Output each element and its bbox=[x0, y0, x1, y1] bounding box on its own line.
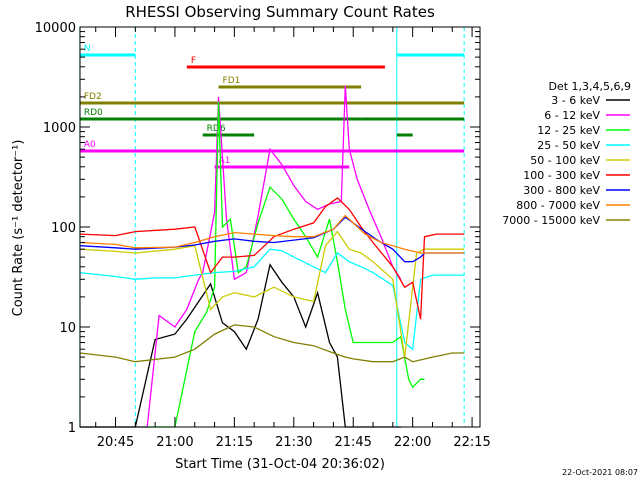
legend: 3 - 6 keV 6 - 12 keV 12 - 25 keV 25 - 50 ke… bbox=[502, 94, 630, 227]
y-tick-label-1: 10 bbox=[59, 321, 76, 336]
axes: 1 10 100 1000 10000 20:45 21:00 21:15 21:30 21:45… bbox=[35, 21, 491, 450]
flag-label-rd0: RD0 bbox=[84, 108, 103, 118]
flag-label-a0: A0 bbox=[84, 140, 96, 150]
flag-label-a1: A1 bbox=[219, 156, 231, 166]
x-tick-label-5: 22:00 bbox=[394, 435, 431, 450]
y-axis-label: Count Rate (s⁻¹ detector⁻¹) bbox=[11, 140, 26, 317]
legend-label-0: 3 - 6 keV bbox=[551, 94, 600, 107]
y-tick-label-3: 1000 bbox=[43, 121, 76, 136]
y-tick-label-4: 10000 bbox=[35, 21, 76, 36]
x-tick-label-2: 21:15 bbox=[216, 435, 253, 450]
series-line-1 bbox=[79, 85, 402, 428]
plot-area: N F FD1 FD2 RD0 RD6 A0 A1 bbox=[79, 27, 465, 428]
legend-title: Det 1,3,4,5,6,9 bbox=[548, 80, 631, 93]
y-tick-label-0: 1 bbox=[68, 421, 76, 436]
legend-label-8: 7000 - 15000 keV bbox=[502, 214, 600, 227]
legend-label-2: 12 - 25 keV bbox=[537, 124, 600, 137]
flag-label-fd2: FD2 bbox=[84, 92, 102, 102]
series-line-7 bbox=[79, 214, 465, 254]
x-tick-label-0: 20:45 bbox=[97, 435, 134, 450]
legend-label-4: 50 - 100 keV bbox=[530, 154, 600, 167]
series-line-3 bbox=[79, 248, 465, 351]
series-line-6 bbox=[79, 216, 465, 263]
x-tick-label-4: 21:45 bbox=[334, 435, 371, 450]
chart-title: RHESSI Observing Summary Count Rates bbox=[125, 3, 435, 21]
legend-label-3: 25 - 50 keV bbox=[537, 139, 600, 152]
flag-label-fd1: FD1 bbox=[223, 76, 241, 86]
footer-timestamp: 22-Oct-2021 08:07 bbox=[562, 468, 638, 477]
series-line-4 bbox=[79, 230, 465, 358]
flag-label-f: F bbox=[191, 56, 196, 66]
series-line-0 bbox=[79, 263, 401, 428]
flag-label-n: N bbox=[84, 44, 91, 54]
x-tick-label-6: 22:15 bbox=[453, 435, 490, 450]
flag-label-rd6: RD6 bbox=[207, 124, 226, 134]
legend-label-1: 6 - 12 keV bbox=[544, 109, 600, 122]
legend-label-7: 800 - 7000 keV bbox=[516, 199, 600, 212]
series-line-5 bbox=[79, 197, 465, 320]
series-line-8 bbox=[79, 324, 465, 363]
x-tick-label-3: 21:30 bbox=[275, 435, 312, 450]
legend-label-6: 300 - 800 keV bbox=[523, 184, 600, 197]
legend-label-5: 100 - 300 keV bbox=[523, 169, 600, 182]
x-tick-label-1: 21:00 bbox=[156, 435, 193, 450]
x-axis-label: Start Time (31-Oct-04 20:36:02) bbox=[175, 457, 385, 472]
y-tick-label-2: 100 bbox=[51, 221, 76, 236]
